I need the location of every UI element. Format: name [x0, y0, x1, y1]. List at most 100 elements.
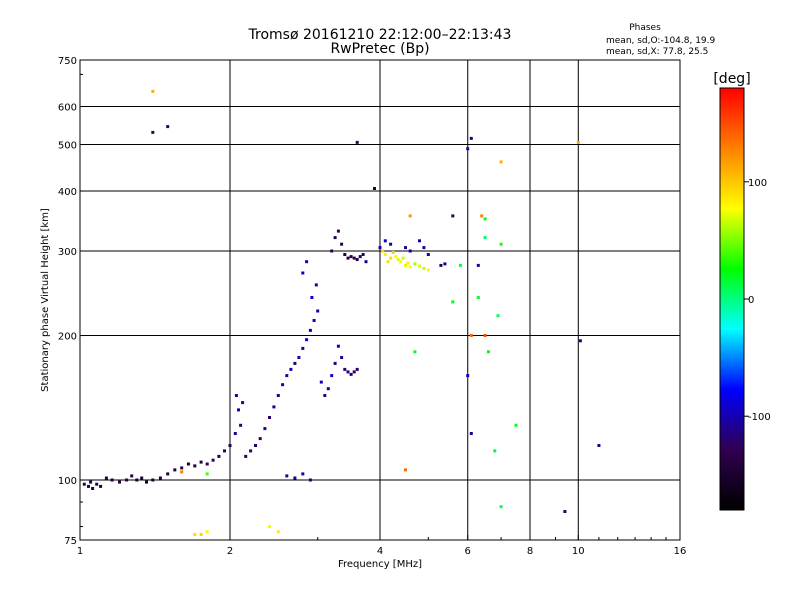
data-point [140, 476, 144, 480]
data-point [443, 262, 447, 266]
data-point [483, 334, 487, 337]
data-point [349, 255, 353, 259]
data-point [99, 484, 103, 488]
colorbar-tick-label: 100 [748, 178, 767, 189]
data-point [268, 416, 271, 419]
data-point [239, 423, 243, 427]
data-point [316, 309, 320, 313]
data-point [89, 480, 93, 484]
data-point [406, 261, 410, 265]
data-point [578, 339, 582, 343]
data-point [401, 256, 405, 260]
data-point [180, 470, 184, 474]
data-point [87, 484, 90, 488]
data-point [205, 530, 209, 534]
data-point [268, 525, 271, 528]
chart-title: Tromsø 20161210 22:12:00–22:13:43 [248, 27, 512, 43]
data-point [381, 249, 385, 253]
data-point [323, 394, 327, 397]
data-point [466, 147, 470, 151]
data-point [439, 263, 443, 267]
data-point [285, 474, 289, 478]
data-point [361, 253, 365, 256]
data-point [597, 444, 601, 447]
data-point [469, 136, 473, 140]
colorbar-tick-label: -100 [748, 412, 771, 423]
data-point [326, 387, 330, 391]
data-point [563, 510, 567, 513]
data-point [314, 283, 318, 287]
data-point [418, 239, 421, 243]
data-point [408, 214, 412, 218]
data-point [104, 476, 108, 480]
data-point [418, 264, 421, 268]
data-point [499, 242, 503, 246]
x-tick-label: 4 [377, 546, 383, 557]
data-point [166, 472, 170, 476]
data-point [205, 472, 209, 476]
data-point [383, 239, 387, 243]
y-tick-label: 100 [58, 476, 77, 487]
x-tick-label: 16 [674, 546, 687, 557]
data-point [244, 454, 248, 458]
data-point [404, 468, 407, 472]
grid-lines [80, 60, 680, 540]
data-point [346, 256, 350, 260]
data-point [82, 482, 86, 486]
data-point [308, 478, 312, 482]
data-point [364, 260, 368, 264]
data-point [466, 374, 470, 378]
data-point [308, 328, 312, 332]
data-point [469, 334, 473, 337]
data-point [352, 256, 356, 260]
data-point [125, 478, 129, 482]
data-point [305, 338, 309, 342]
data-point [223, 449, 226, 453]
x-axis-label: Frequency [MHz] [338, 559, 422, 570]
y-tick-label: 600 [58, 103, 77, 114]
data-point [499, 505, 503, 509]
data-point [276, 530, 280, 534]
data-point [355, 258, 359, 261]
data-point [404, 263, 407, 267]
data-point [389, 242, 393, 246]
data-point [413, 350, 417, 354]
data-point [408, 265, 412, 269]
y-tick-label: 75 [64, 536, 77, 547]
y-axis-ticks: 75 100 200 300 400 500 600 750 [58, 56, 85, 547]
data-point [343, 253, 347, 256]
data-point [476, 296, 480, 299]
data-point [233, 432, 237, 435]
data-point [151, 89, 155, 93]
data-point [249, 449, 253, 453]
data-point [211, 458, 215, 462]
x-tick-label: 2 [227, 546, 233, 557]
data-point [343, 367, 347, 371]
data-point [413, 262, 417, 266]
data-point [330, 249, 334, 253]
x-tick-label: 6 [465, 546, 471, 557]
y-tick-label: 300 [58, 247, 77, 258]
data-point [483, 217, 487, 221]
colorbar-tick-label: 0 [748, 295, 754, 306]
colorbar [720, 88, 744, 510]
stats-line-x: mean, sd,X: 77.8, 25.5 [606, 47, 708, 57]
data-point [228, 444, 232, 447]
data-point [408, 249, 412, 253]
data-point [281, 383, 285, 387]
x-tick-label: 10 [572, 546, 585, 557]
data-point [193, 464, 197, 468]
data-point [493, 449, 497, 453]
data-point [496, 314, 500, 318]
data-point [349, 372, 353, 376]
data-point [217, 454, 221, 458]
data-point [340, 242, 344, 246]
data-point [305, 260, 309, 264]
data-point [480, 214, 484, 218]
data-point [333, 236, 337, 240]
data-point [301, 472, 305, 476]
data-point [346, 370, 350, 374]
data-point [355, 367, 359, 371]
data-point [386, 260, 390, 264]
